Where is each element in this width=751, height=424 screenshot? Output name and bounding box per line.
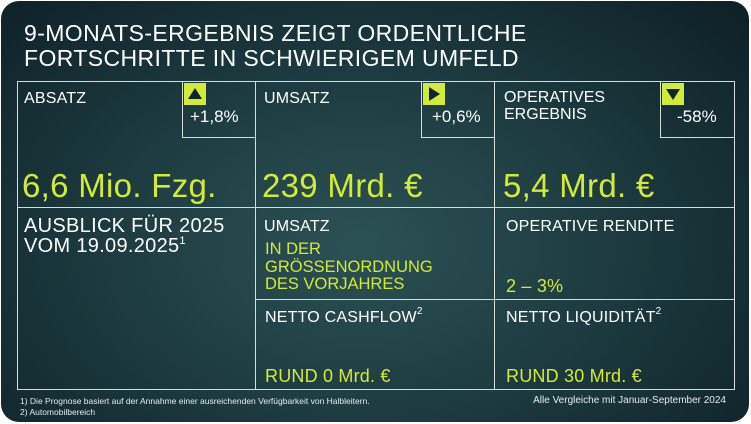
- grid-line-middle: [17, 207, 735, 208]
- netto-liquiditaet-label-text: NETTO LIQUIDITÄT: [506, 309, 656, 326]
- umsatz-label: UMSATZ: [264, 90, 330, 107]
- umsatz-value: 239 Mrd. €: [262, 167, 423, 204]
- operatives-ergebnis-label-line-1: OPERATIVES: [504, 89, 606, 106]
- arrow-up-icon: [184, 83, 206, 105]
- page-title: 9-MONATS-ERGEBNIS ZEIGT ORDENTLICHE FORT…: [24, 21, 527, 71]
- title-line-2: FORTSCHRITTE IN SCHWIERIGEM UMFELD: [24, 45, 519, 71]
- netto-cashflow-label-text: NETTO CASHFLOW: [265, 309, 417, 326]
- grid-line-inner: [255, 299, 735, 300]
- outlook-heading-line-2: VOM 19.09.20251: [24, 235, 225, 257]
- grid-line-bottom: [17, 389, 735, 390]
- outlook-umsatz-value-line-1: IN DER: [265, 240, 321, 258]
- grid-line-left: [17, 81, 18, 389]
- comparison-note: Alle Vergleiche mit Januar-September 202…: [533, 395, 726, 406]
- outlook-date: VOM 19.09.2025: [24, 235, 180, 257]
- operative-rendite-value: 2 – 3%: [506, 276, 564, 296]
- outlook-umsatz-value: IN DER GRÖSSENORDNUNG DES VORJAHRES: [265, 240, 433, 294]
- ergebnis-value: 5,4 Mrd. €: [503, 167, 655, 204]
- ergebnis-change: -58%: [677, 107, 717, 126]
- grid-line-right: [734, 81, 735, 389]
- operatives-ergebnis-label-line-2: ERGEBNIS: [504, 106, 587, 123]
- arrow-down-icon: [662, 83, 684, 105]
- ergebnis-change-box: [660, 81, 734, 138]
- outlook-heading: AUSBLICK FÜR 2025 VOM 19.09.20251: [24, 216, 225, 256]
- netto-liquiditaet-value: RUND 30 Mrd. €: [506, 366, 642, 386]
- absatz-change: +1,8%: [190, 107, 239, 126]
- operative-rendite-label: OPERATIVE RENDITE: [506, 218, 675, 235]
- grid-line-col-2: [494, 81, 495, 389]
- grid-line-col-1: [255, 81, 256, 389]
- outlook-umsatz-value-line-3: DES VORJAHRES: [265, 275, 405, 293]
- umsatz-change: +0,6%: [432, 107, 481, 126]
- footnote-ref-2-liquiditaet: 2: [655, 306, 662, 317]
- outlook-umsatz-value-line-2: GRÖSSENORDNUNG: [265, 257, 433, 276]
- operatives-ergebnis-label: OPERATIVES ERGEBNIS: [504, 89, 605, 123]
- umsatz-change-box: [421, 81, 494, 138]
- outlook-umsatz-label: UMSATZ: [264, 218, 330, 235]
- arrow-right-icon: [423, 83, 445, 105]
- outlook-heading-line-1: AUSBLICK FÜR 2025: [24, 215, 225, 237]
- footnote-2: 2) Automobilbereich: [20, 407, 96, 417]
- title-line-1: 9-MONATS-ERGEBNIS ZEIGT ORDENTLICHE: [24, 20, 527, 46]
- netto-liquiditaet-label: NETTO LIQUIDITÄT2: [506, 306, 662, 327]
- netto-cashflow-value: RUND 0 Mrd. €: [265, 366, 391, 386]
- absatz-value: 6,6 Mio. Fzg.: [22, 167, 217, 204]
- footnote-1: 1) Die Prognose basiert auf der Annahme …: [20, 396, 370, 406]
- grid-line-top: [17, 81, 735, 82]
- netto-cashflow-label: NETTO CASHFLOW2: [265, 306, 423, 327]
- absatz-change-box: [182, 81, 255, 138]
- absatz-label: ABSATZ: [24, 90, 87, 107]
- footnote-ref-2-cashflow: 2: [416, 306, 423, 317]
- footnote-ref-1: 1: [179, 235, 186, 247]
